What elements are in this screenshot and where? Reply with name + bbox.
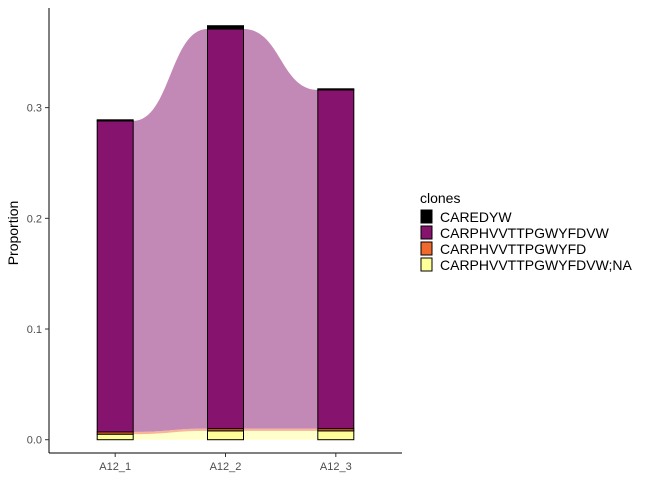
- flow-carphvvttpgwyfdvw-1: [133, 29, 208, 432]
- y-axis-title: Proportion: [5, 201, 21, 266]
- legend-items: CAREDYWCARPHVVTTPGWYFDVWCARPHVVTTPGWYFDC…: [420, 209, 633, 273]
- flow-carphvvttpgwyfdvw-na-2: [243, 430, 318, 440]
- axes-layer: 0.0 0.1 0.2 0.3 A12_1 A12_2 A12_3: [27, 8, 402, 473]
- x-ticks: A12_1 A12_2 A12_3: [99, 453, 352, 473]
- x-tick-label: A12_1: [99, 461, 131, 473]
- flow-layer: [133, 29, 318, 440]
- legend-label-carphvvttpgwyfdvw-na: CARPHVVTTPGWYFDVW;NA: [440, 257, 633, 273]
- legend-swatch-carphvvttpgwyfdvw: [420, 225, 433, 240]
- legend-label-carphvvttpgwyfd: CARPHVVTTPGWYFD: [440, 241, 586, 257]
- legend: clones CAREDYWCARPHVVTTPGWYFDVWCARPHVVTT…: [420, 190, 633, 273]
- legend-label-caredyw: CAREDYW: [440, 209, 512, 225]
- flow-carphvvttpgwyfdvw-na-1: [133, 430, 208, 440]
- flow-carphvvttpgwyfd-1: [133, 428, 208, 435]
- y-tick-label: 0.2: [27, 213, 42, 225]
- bar-a12-2-caredyw: [207, 25, 244, 30]
- y-tick-label: 0.0: [27, 435, 42, 447]
- bar-a12-3-carphvvttpgwyfdvw: [317, 89, 355, 430]
- x-tick-label: A12_2: [210, 461, 242, 473]
- legend-swatch-carphvvttpgwyfdvw-na: [420, 257, 433, 272]
- bar-a12-3-caredyw: [317, 88, 355, 91]
- legend-label-carphvvttpgwyfdvw: CARPHVVTTPGWYFDVW: [440, 225, 610, 241]
- bar-a12-3-carphvvttpgwyfdvw-na: [317, 430, 355, 441]
- y-ticks: 0.0 0.1 0.2 0.3: [27, 103, 49, 447]
- x-tick-label: A12_3: [320, 461, 352, 473]
- flow-carphvvttpgwyfdvw-2: [243, 29, 318, 429]
- bar-a12-1-caredyw: [96, 119, 134, 122]
- y-tick-label: 0.3: [27, 103, 42, 115]
- bar-a12-1-carphvvttpgwyfdvw: [96, 120, 134, 433]
- bar-layer: [96, 25, 355, 441]
- bar-a12-1-carphvvttpgwyfdvw-na: [96, 433, 134, 441]
- legend-swatch-carphvvttpgwyfd: [420, 241, 433, 256]
- legend-title: clones: [420, 190, 460, 206]
- legend-swatch-caredyw: [420, 209, 433, 224]
- bar-a12-2-carphvvttpgwyfdvw: [207, 28, 244, 430]
- y-tick-label: 0.1: [27, 324, 42, 336]
- bar-a12-2-carphvvttpgwyfdvw-na: [207, 430, 244, 441]
- flow-carphvvttpgwyfd-2: [243, 428, 318, 431]
